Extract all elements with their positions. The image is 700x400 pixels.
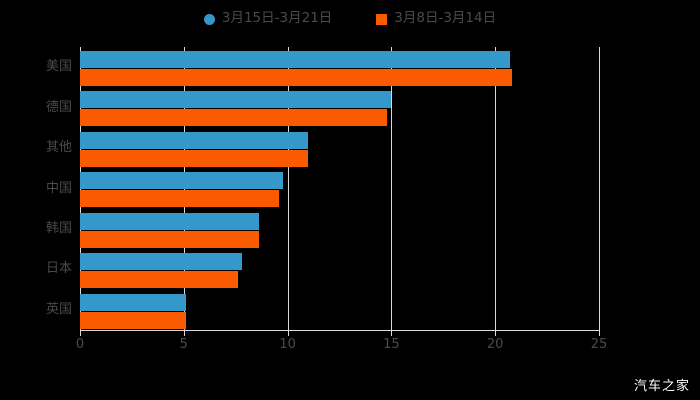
bar[interactable] — [80, 91, 392, 109]
bar[interactable] — [80, 190, 280, 208]
tick-mark-x-25 — [599, 331, 600, 336]
x-tick-label-0: 0 — [75, 337, 85, 352]
tick-mark-x-5 — [183, 331, 185, 336]
legend-marker-circle-icon — [203, 13, 215, 25]
bar[interactable] — [80, 149, 309, 167]
y-tick-label-6: 英国 — [45, 301, 72, 317]
bar-group — [80, 249, 599, 289]
y-tick-label-0: 美国 — [45, 59, 72, 75]
tick-mark-x-0 — [80, 331, 81, 336]
bar[interactable] — [80, 172, 284, 190]
legend-entry-0[interactable]: 3月15日-3月21日 — [203, 10, 333, 27]
bar-group — [80, 209, 599, 249]
bar-group — [80, 47, 599, 87]
gridline-x-20 — [495, 47, 497, 330]
watermark-label: 汽车之家 — [633, 379, 690, 394]
bar[interactable] — [80, 230, 259, 248]
chart-legend: 3月15日-3月21日 3月8日-3月14日 — [0, 6, 700, 32]
bar[interactable] — [80, 131, 309, 149]
tick-mark-x-15 — [391, 331, 393, 336]
x-axis-line — [80, 330, 600, 331]
bar[interactable] — [80, 293, 186, 311]
y-axis-category-labels: 美国德国其他中国韩国日本英国 — [4, 47, 72, 330]
x-tick-label-10: 10 — [279, 337, 296, 352]
bar-group — [80, 87, 599, 127]
bar[interactable] — [80, 69, 512, 86]
bar[interactable] — [80, 311, 186, 329]
bar-group — [80, 290, 599, 330]
legend-marker-square-icon — [376, 13, 388, 25]
bar[interactable] — [80, 253, 242, 271]
x-tick-label-5: 5 — [179, 337, 188, 352]
bar[interactable] — [80, 51, 510, 68]
x-tick-label-25: 25 — [590, 337, 608, 352]
y-tick-label-2: 其他 — [45, 140, 72, 156]
gridline-x-10 — [287, 47, 289, 330]
y-tick-label-5: 日本 — [45, 261, 72, 277]
bar[interactable] — [80, 109, 388, 127]
y-tick-label-4: 韩国 — [45, 220, 72, 236]
bar-group — [80, 128, 599, 168]
tick-mark-x-10 — [287, 331, 289, 336]
bar-group — [80, 168, 599, 208]
legend-entry-1[interactable]: 3月8日-3月14日 — [376, 12, 496, 26]
tick-mark-x-20 — [495, 331, 497, 336]
y-tick-label-3: 中国 — [45, 180, 72, 196]
x-tick-label-20: 20 — [486, 337, 504, 352]
bar[interactable] — [80, 212, 259, 230]
legend-label-1: 3月8日-3月14日 — [394, 10, 497, 27]
y-tick-label-1: 德国 — [45, 99, 72, 115]
gridline-x-25 — [599, 47, 600, 330]
gridline-x-15 — [391, 47, 393, 330]
x-tick-label-15: 15 — [383, 337, 400, 352]
bar[interactable] — [80, 271, 238, 289]
legend-label-0: 3月15日-3月21日 — [221, 10, 333, 27]
plot-area — [80, 47, 600, 330]
